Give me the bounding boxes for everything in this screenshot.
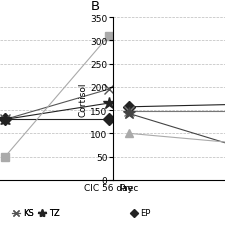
Y-axis label: Cortisol: Cortisol <box>78 82 87 116</box>
Legend: KS, TZ: KS, TZ <box>9 205 62 221</box>
Text: B: B <box>90 0 99 13</box>
Legend: EP: EP <box>126 205 153 221</box>
